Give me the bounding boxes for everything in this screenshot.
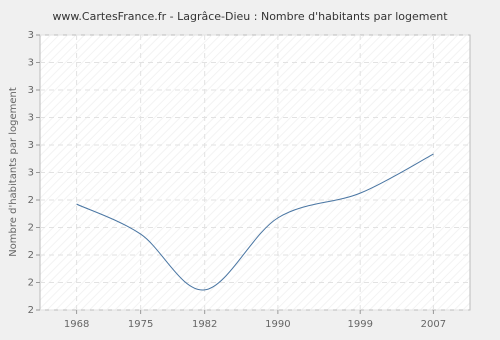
y-tick-label: 2 bbox=[28, 278, 34, 289]
y-tick-label: 2 bbox=[28, 250, 34, 261]
y-tick-label: 3 bbox=[28, 30, 34, 41]
y-tick-label: 3 bbox=[28, 168, 34, 179]
y-tick-label: 3 bbox=[28, 58, 34, 69]
x-tick-label: 1975 bbox=[128, 319, 153, 330]
chart-title: www.CartesFrance.fr - Lagrâce-Dieu : Nom… bbox=[52, 10, 448, 23]
x-tick-label: 1968 bbox=[64, 319, 89, 330]
y-tick-label: 2 bbox=[28, 223, 34, 234]
y-axis-label: Nombre d'habitants par logement bbox=[8, 87, 19, 257]
y-tick-label: 2 bbox=[28, 305, 34, 316]
x-tick-label: 1999 bbox=[347, 319, 372, 330]
x-tick-label: 2007 bbox=[421, 319, 446, 330]
y-tick-label: 2 bbox=[28, 195, 34, 206]
y-tick-label: 3 bbox=[28, 113, 34, 124]
plot-area bbox=[39, 34, 471, 311]
line bbox=[76, 153, 434, 291]
y-tick-label: 3 bbox=[28, 85, 34, 96]
y-tick-label: 3 bbox=[28, 140, 34, 151]
x-tick-label: 1982 bbox=[192, 319, 217, 330]
x-tick-label: 1990 bbox=[265, 319, 290, 330]
